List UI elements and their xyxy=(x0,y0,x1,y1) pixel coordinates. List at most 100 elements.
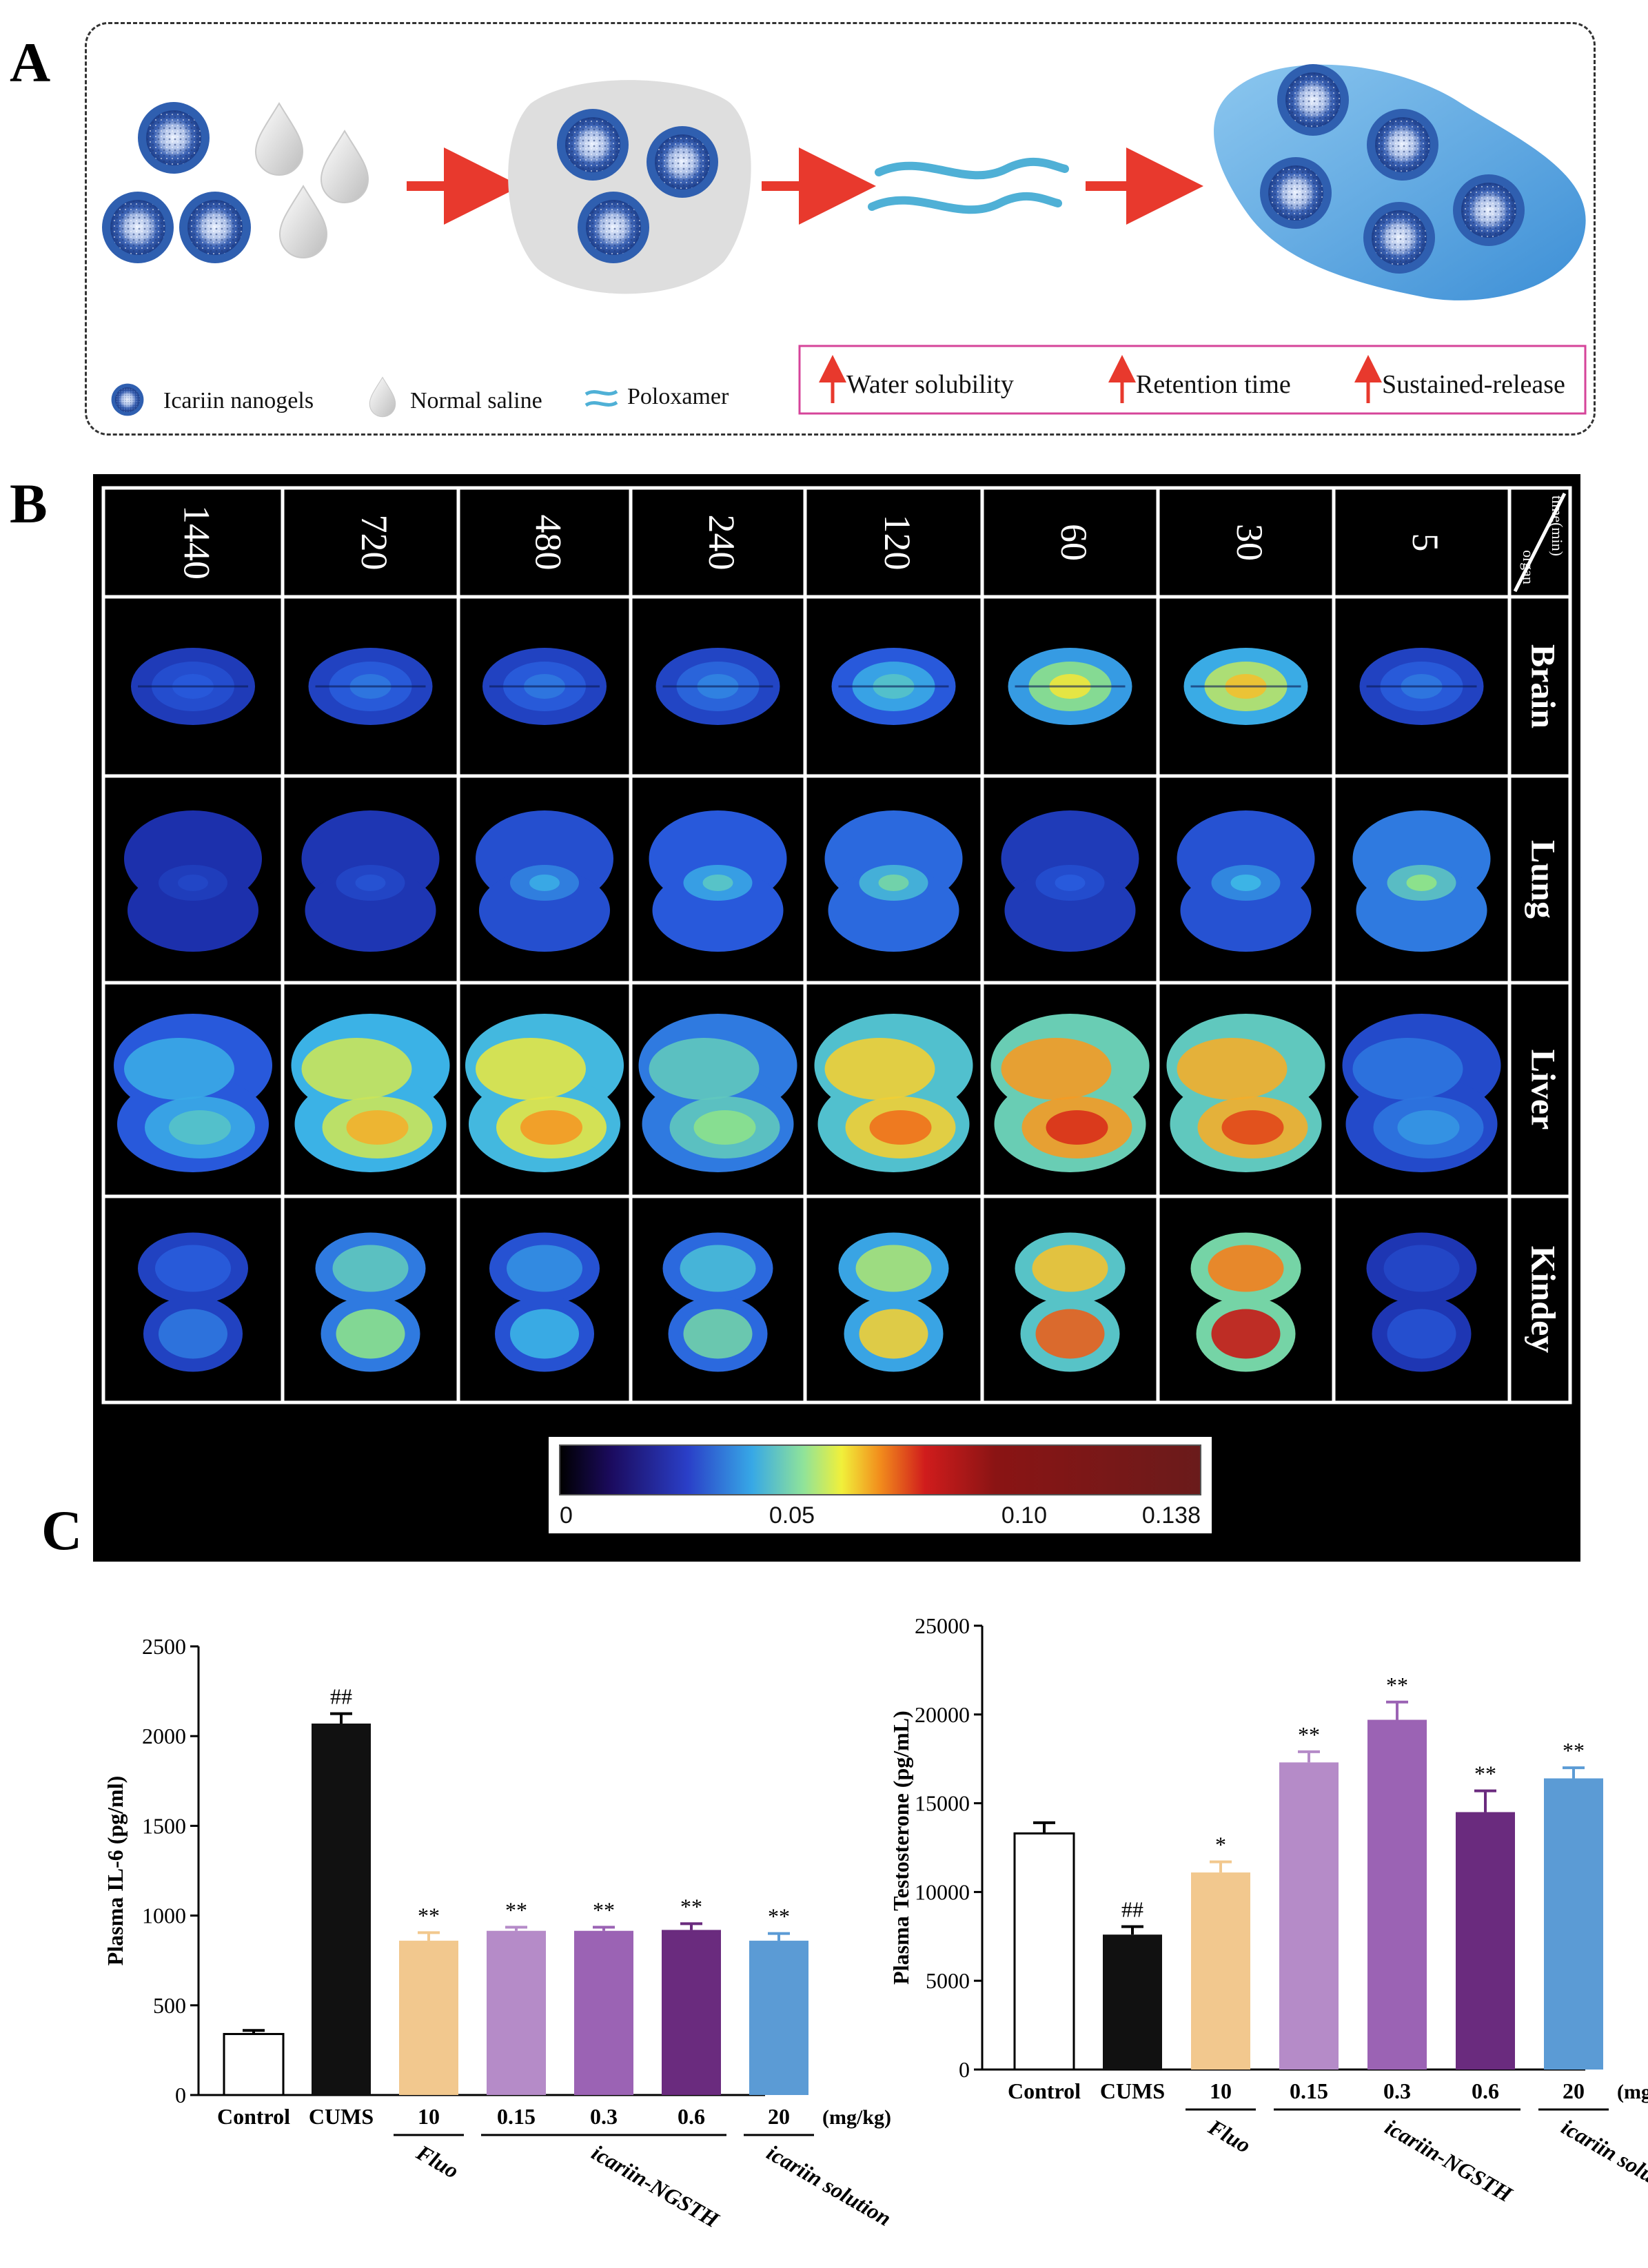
x-tick-label: 0.3 xyxy=(1383,2078,1411,2103)
bar xyxy=(574,1930,633,2095)
brain-image xyxy=(482,648,607,725)
liver-image xyxy=(1342,1014,1501,1172)
panel-b-imaging-grid: 1440 720 480 240 120 60 30 5 time(min) organ Brai… xyxy=(93,474,1580,1562)
liver-image xyxy=(990,1014,1150,1172)
bar xyxy=(1456,1812,1515,2070)
bar xyxy=(1367,1719,1427,2070)
y-tick-label: 15000 xyxy=(915,1791,970,1816)
group-label: Fluo xyxy=(412,2139,463,2183)
kidney-image xyxy=(1366,1232,1477,1372)
group-label: icariin solution xyxy=(763,2140,896,2231)
unit-label: (mg/kg) xyxy=(1617,2081,1648,2103)
significance-label: ** xyxy=(768,1904,790,1929)
time-header-label: 480 xyxy=(528,515,569,571)
benefit-retention-time: Retention time xyxy=(1136,370,1291,399)
bar xyxy=(749,1941,808,2095)
x-tick-label: 0.6 xyxy=(678,2104,705,2129)
lung-image xyxy=(1001,810,1139,952)
time-header-row: 1440 720 480 240 120 60 30 5 time(min) organ xyxy=(176,496,1566,584)
brain-image xyxy=(1008,648,1132,725)
y-tick-label: 5000 xyxy=(926,1968,970,1993)
legend-nanogels-label: Icariin nanogels xyxy=(163,388,314,413)
poloxamer-legend-icon xyxy=(584,389,618,396)
bar xyxy=(1013,1832,1075,2071)
panel-a-schematic: Icariin nanogels Normal saline Poloxamer… xyxy=(102,64,1587,418)
x-tick-label: 0.6 xyxy=(1472,2078,1499,2103)
organ-images xyxy=(114,648,1501,1372)
grid-cell xyxy=(1507,1194,1572,1404)
benefit-sustained-release: Sustained-release xyxy=(1382,370,1565,399)
y-axis-label: Plasma IL-6 (pg/ml) xyxy=(103,1776,128,1966)
bar xyxy=(1103,1934,1162,2070)
brain-image xyxy=(1359,648,1484,725)
x-tick-label: 10 xyxy=(1210,2078,1232,2103)
chart-c: 0 500 1000 1500 2000 2500 Plasma IL-6 (pg/ml) C… xyxy=(103,1634,895,2233)
lung-image xyxy=(301,810,440,952)
x-tick-label: Control xyxy=(217,2104,290,2129)
bar xyxy=(223,2032,285,2096)
y-tick-label: 500 xyxy=(153,1993,186,2018)
brain-image xyxy=(308,648,433,725)
colorbar-gradient xyxy=(559,1444,1201,1495)
x-tick-label: 20 xyxy=(1563,2078,1585,2103)
kidney-image xyxy=(138,1232,248,1372)
y-tick-label: 25000 xyxy=(915,1613,970,1638)
legend-poloxamer-label: Poloxamer xyxy=(627,384,729,409)
panel-a-frame xyxy=(85,22,1596,436)
kidney-image xyxy=(315,1232,426,1372)
poloxamer-icon xyxy=(868,192,1062,214)
y-tick-label: 20000 xyxy=(915,1702,970,1727)
organ-label: Liver xyxy=(1525,1050,1563,1130)
brain-image xyxy=(831,648,956,725)
liver-image xyxy=(114,1014,272,1172)
corner-diagonal xyxy=(1513,492,1567,593)
lung-image xyxy=(824,810,963,952)
time-header-label: 5 xyxy=(1405,533,1446,552)
colorbar-ticks: 0 0.05 0.10 0.138 xyxy=(560,1502,1201,1529)
panel-label-b: B xyxy=(10,472,48,535)
significance-label: ** xyxy=(680,1894,702,1919)
significance-label: * xyxy=(1215,1832,1226,1857)
lung-image xyxy=(124,810,262,952)
bar xyxy=(1544,1778,1603,2070)
time-header-label: 1440 xyxy=(176,505,218,580)
brain-image xyxy=(131,648,255,725)
corner-time-label: time(min) xyxy=(1549,496,1566,556)
chart-d: 0 5000 10000 15000 20000 25000 Plasma Testoste… xyxy=(888,1613,1648,2207)
colorbar-tick-label: 0.138 xyxy=(1142,1502,1201,1529)
benefits: Water solubility Retention time Sustaine… xyxy=(819,355,1565,403)
kidney-image xyxy=(1190,1232,1301,1372)
significance-label: ** xyxy=(505,1898,527,1923)
kidney-image xyxy=(1015,1232,1126,1372)
panel-label-c: C xyxy=(41,1499,83,1562)
poloxamer-legend-icon xyxy=(584,400,618,407)
colorbar-tick-label: 0.10 xyxy=(1001,1502,1047,1529)
bar xyxy=(1191,1872,1250,2070)
significance-label: ** xyxy=(1563,1738,1585,1763)
y-axis-label: Plasma Testosterone (pg/mL) xyxy=(888,1710,913,1985)
liver-image xyxy=(465,1014,624,1172)
organ-label: Brain xyxy=(1525,644,1563,728)
group-label: icariin-NGSTH xyxy=(588,2140,724,2233)
benefits-box xyxy=(798,345,1587,415)
poloxamer-icon xyxy=(875,157,1069,180)
legend-saline-label: Normal saline xyxy=(410,388,542,413)
x-tick-label: 0.3 xyxy=(590,2104,618,2129)
x-tick-label: CUMS xyxy=(309,2104,374,2129)
kidney-image xyxy=(662,1232,773,1372)
organ-label-column: Brain Lung Liver Kindey xyxy=(1525,644,1563,1353)
benefit-water-solubility: Water solubility xyxy=(846,370,1014,399)
x-tick-label: 10 xyxy=(418,2104,440,2129)
group-label: Fluo xyxy=(1204,2114,1255,2158)
organ-label: Kindey xyxy=(1525,1246,1563,1353)
x-tick-label: 0.15 xyxy=(1290,2078,1328,2103)
lung-image xyxy=(649,810,787,952)
group-label: icariin-NGSTH xyxy=(1381,2114,1518,2207)
bar xyxy=(487,1930,546,2095)
y-tick-label: 1000 xyxy=(142,1903,186,1928)
liver-image xyxy=(814,1014,973,1172)
liver-image xyxy=(638,1014,797,1172)
colorbar-tick-label: 0.05 xyxy=(769,1502,815,1529)
bar xyxy=(1279,1762,1339,2070)
x-tick-label: Control xyxy=(1008,2078,1081,2103)
